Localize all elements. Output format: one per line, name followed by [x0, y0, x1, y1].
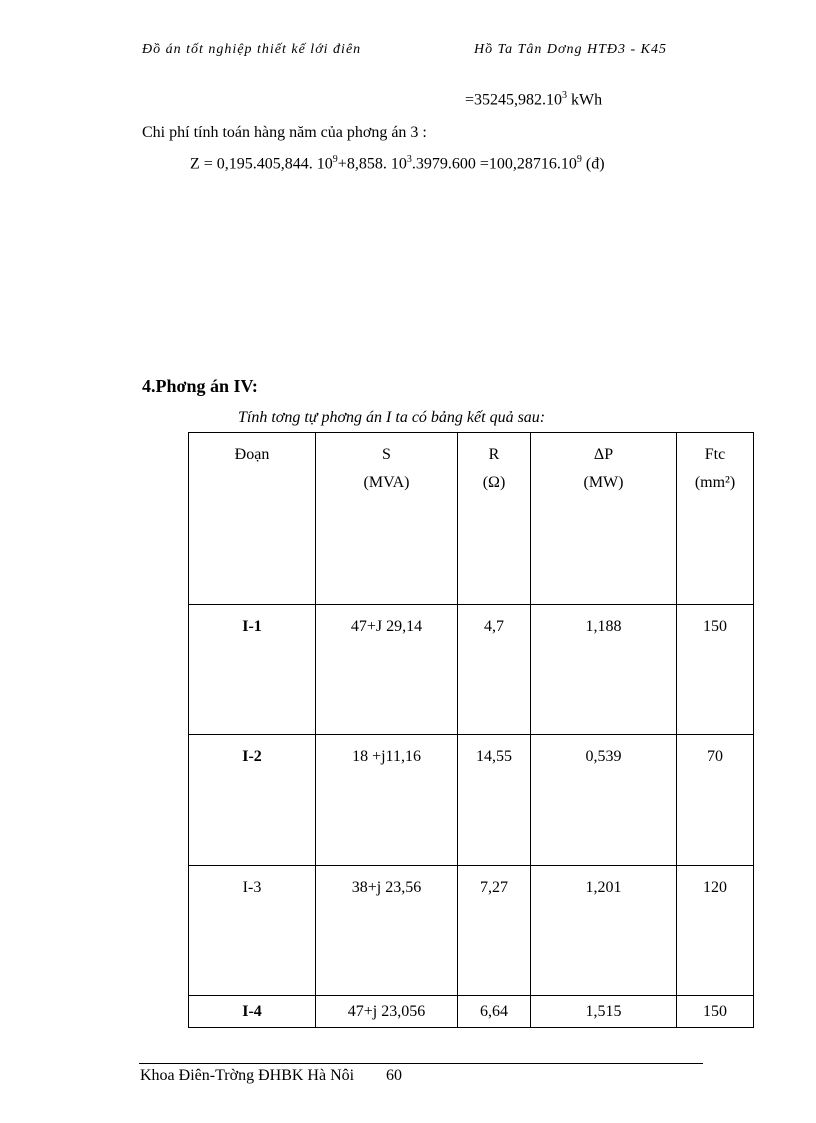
cell-dp: 1,515 — [530, 995, 677, 1028]
cell-doan: I-3 — [188, 865, 316, 996]
footer-divider — [139, 1063, 703, 1064]
cell-ftc: 150 — [676, 995, 754, 1028]
energy-result: =35245,982.103 kWh — [465, 90, 603, 109]
table-row: I-3 38+j 23,56 7,27 1,201 120 — [188, 865, 754, 996]
cell-s: 47+J 29,14 — [315, 604, 458, 735]
footer-left: Khoa Điên-Trờng ĐHBK Hà Nôi — [140, 1067, 355, 1084]
cell-r: 14,55 — [457, 734, 531, 866]
cell-s: 18 +j11,16 — [315, 734, 458, 866]
header-dp: ΔP (MW) — [530, 432, 677, 605]
header-s: S (MVA) — [315, 432, 458, 605]
cell-s: 38+j 23,56 — [315, 865, 458, 996]
cell-dp: 1,201 — [530, 865, 677, 996]
cell-ftc: 70 — [676, 734, 754, 866]
cell-r: 4,7 — [457, 604, 531, 735]
results-table: Đoạn S (MVA) R (Ω) ΔP (MW) Ftc (mm²) I-1 47+… — [188, 432, 754, 1028]
cell-doan: I-2 — [188, 734, 316, 866]
cell-doan: I-4 — [188, 995, 316, 1028]
header-ftc: Ftc (mm²) — [676, 432, 754, 605]
header-r: R (Ω) — [457, 432, 531, 605]
cell-ftc: 150 — [676, 604, 754, 735]
header-left: Đồ án tốt nghiệp thiết kế lới điên — [142, 42, 362, 57]
cost-heading: Chi phí tính toán hàng năm của phơng án … — [142, 124, 427, 141]
cell-dp: 0,539 — [530, 734, 677, 866]
table-header-row: Đoạn S (MVA) R (Ω) ΔP (MW) Ftc (mm²) — [188, 432, 754, 605]
table-caption: Tính tơng tự phơng án I ta có bảng kết q… — [238, 409, 546, 426]
cost-formula: Z = 0,195.405,844. 109+8,858. 103.3979.6… — [190, 154, 605, 173]
section-title: 4.Phơng án IV: — [142, 376, 258, 396]
page-number: 60 — [386, 1067, 402, 1084]
table-row: I-4 47+j 23,056 6,64 1,515 150 — [188, 995, 754, 1028]
header-doan: Đoạn — [188, 432, 316, 605]
cell-ftc: 120 — [676, 865, 754, 996]
cell-r: 7,27 — [457, 865, 531, 996]
header-right: Hồ Ta Tân Dơng HTĐ3 - K45 — [474, 42, 667, 57]
table-row: I-2 18 +j11,16 14,55 0,539 70 — [188, 734, 754, 866]
table-row: I-1 47+J 29,14 4,7 1,188 150 — [188, 604, 754, 735]
cell-dp: 1,188 — [530, 604, 677, 735]
cell-s: 47+j 23,056 — [315, 995, 458, 1028]
cell-doan: I-1 — [188, 604, 316, 735]
cell-r: 6,64 — [457, 995, 531, 1028]
